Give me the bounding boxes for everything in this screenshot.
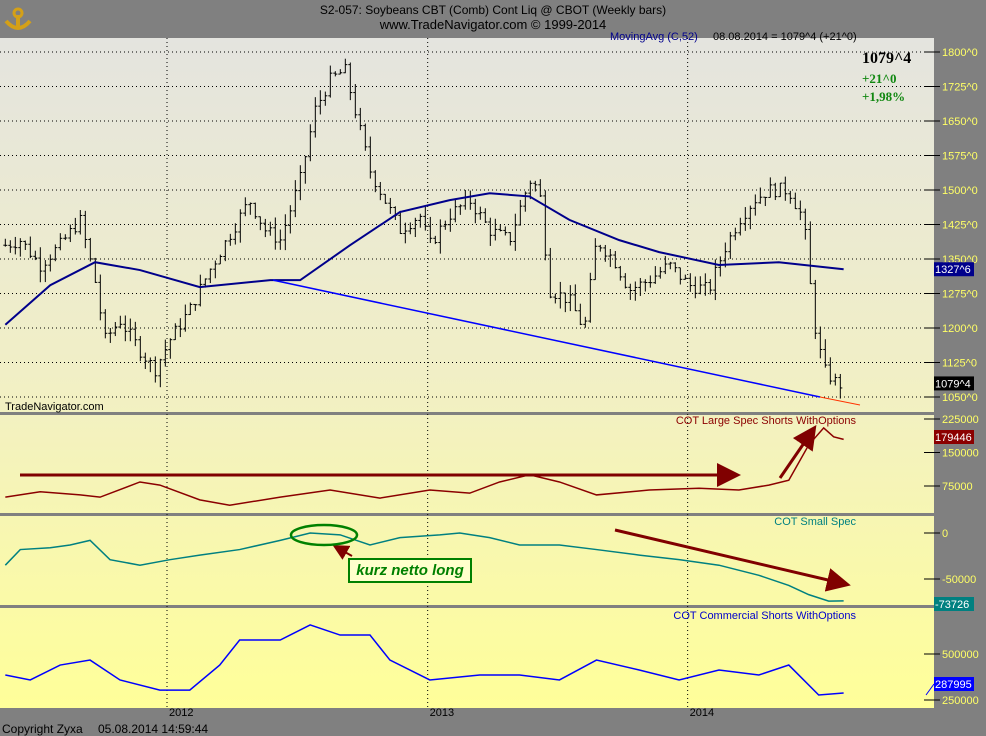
panel-title-large-spec: COT Large Spec Shorts WithOptions (675, 415, 856, 427)
annotation-arrow (332, 545, 353, 560)
ma-last-value: 1327^6 (935, 264, 971, 276)
annotation-ellipse (289, 523, 359, 547)
panel-separator (0, 513, 934, 516)
commercial-last-value: 287995 (935, 679, 972, 691)
annotation-arrow (778, 425, 817, 479)
panel-title-small-spec: COT Small Spec (774, 516, 856, 528)
y-tick-label: 1800^0 (942, 47, 978, 59)
ma-legend: MovingAvg (C,52) (610, 31, 698, 43)
y-tick-label: 1500^0 (942, 185, 978, 197)
y-tick-label: 150000 (942, 447, 979, 459)
y-tick-label: 1200^0 (942, 323, 978, 335)
trendline-extension (819, 396, 861, 406)
y-tick-label: 1650^0 (942, 116, 978, 128)
panel-separator (0, 412, 934, 415)
commercial-line (5, 624, 844, 696)
y-tick-label: 1275^0 (942, 289, 978, 301)
small-spec-line (4, 532, 844, 602)
x-tick-label: 2013 (430, 707, 454, 719)
chart-title: S2-057: Soybeans CBT (Comb) Cont Liq @ C… (319, 3, 667, 17)
commercial-last-value-pointer (925, 683, 935, 696)
trendline (272, 279, 821, 398)
y-tick-label: 500000 (942, 649, 979, 661)
x-tick-label: 2012 (169, 707, 193, 719)
logo (3, 3, 33, 33)
x-tick-label: 2014 (690, 707, 714, 719)
watermark: TradeNavigator.com (5, 401, 104, 413)
footer-copyright: Copyright Zyxa (2, 722, 83, 736)
moving-average-line (4, 192, 844, 326)
price-last-value-bg (934, 376, 974, 391)
y-tick-label: 1575^0 (942, 151, 978, 163)
y-tick-label: 1050^0 (942, 392, 978, 404)
footer-timestamp: 05.08.2014 14:59:44 (98, 722, 209, 736)
quote-change-pct: +1,98% (862, 89, 906, 104)
large-spec-line (5, 426, 844, 506)
y-tick-label: 1725^0 (942, 82, 978, 94)
y-tick-label: -50000 (942, 574, 976, 586)
y-tick-label: 1425^0 (942, 220, 978, 232)
commercial-last-value-bg (934, 677, 974, 691)
quote-change: +21^0 (862, 71, 897, 86)
panel-separator (0, 605, 934, 608)
y-tick-label: 250000 (942, 695, 979, 707)
quote-last: 1079^4 (862, 50, 912, 67)
chart-subtitle: www.TradeNavigator.com © 1999-2014 (379, 17, 607, 32)
large-spec-last-value-bg (934, 430, 974, 444)
y-tick-label: 1125^0 (942, 358, 977, 370)
panel-title-commercial: COT Commercial Shorts WithOptions (673, 610, 856, 622)
price-readout: 08.08.2014 = 1079^4 (+21^0) (713, 31, 857, 43)
ma-last-value-bg (934, 262, 974, 277)
y-tick-label: 75000 (942, 481, 973, 493)
y-axis-area (934, 38, 986, 708)
large-spec-last-value: 179446 (935, 432, 972, 444)
y-tick-label: 0 (942, 528, 948, 540)
price-last-value: 1079^4 (935, 378, 971, 390)
annotation-box: kurz netto long (348, 558, 472, 583)
small-spec-last-value: -73726 (935, 599, 969, 611)
small-spec-last-value-bg (934, 597, 974, 611)
y-tick-label: 225000 (942, 414, 979, 426)
annotation-arrow (614, 528, 851, 592)
anchor-sextant-logo-icon (4, 7, 32, 30)
